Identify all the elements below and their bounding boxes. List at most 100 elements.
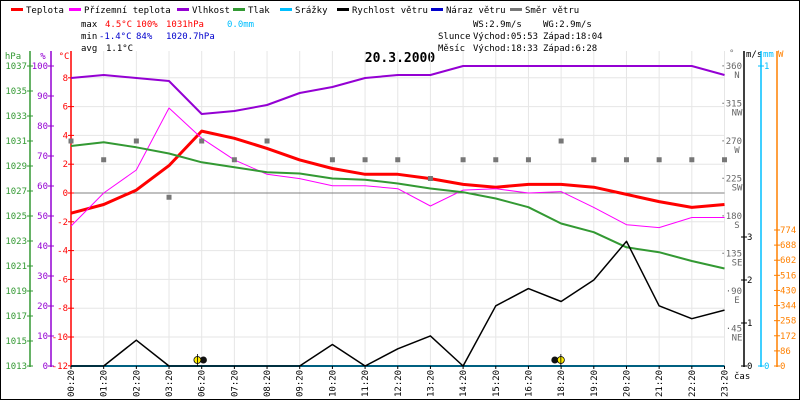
dir-compass-label: S — [734, 221, 739, 231]
x-tick-label: 06:20 — [198, 370, 208, 397]
stats-avg-label: avg — [81, 44, 97, 54]
stats-avg-temp: 1.1°C — [106, 44, 133, 54]
wind-direction-point — [689, 157, 694, 162]
x-tick-label: 03:20 — [165, 370, 175, 397]
stats-max-temp: 4.5°C — [105, 20, 132, 30]
hpa-tick-label: 1015 — [5, 337, 27, 347]
temp-axis-unit: °C — [59, 52, 70, 62]
temp-tick-label: 8 — [63, 74, 68, 84]
legend-swatch — [69, 8, 81, 11]
dir-compass-label: NW — [732, 109, 743, 119]
stats-max-rain: 0.0mm — [227, 20, 254, 30]
hpa-tick-label: 1037 — [5, 62, 27, 72]
dir-compass-label: E — [734, 296, 739, 306]
x-tick-label: 22:20 — [688, 370, 698, 397]
stats-max-pressure: 1031hPa — [166, 20, 204, 30]
wind-gust-max: WG:2.9m/s — [543, 20, 592, 30]
mm-tick-label: 0 — [764, 362, 769, 372]
pct-tick-label: 10 — [37, 332, 48, 342]
x-tick-label: 13:20 — [426, 370, 436, 397]
x-tick-label: 10:20 — [328, 370, 338, 397]
pct-tick-label: 100 — [32, 62, 48, 72]
axes: hPa1037103510331031102910271025102310211… — [5, 49, 796, 372]
dir-compass-label: SW — [732, 184, 743, 194]
legend-item-label: Směr větru — [525, 6, 579, 16]
legend-item-label: Náraz větru — [446, 6, 506, 16]
temp-tick-label: -8 — [57, 304, 68, 314]
stats-max-label: max — [81, 20, 98, 30]
w-tick-label: 86 — [780, 347, 791, 357]
w-tick-label: 0 — [780, 362, 785, 372]
w-tick-label: 602 — [780, 256, 796, 266]
grid — [71, 51, 725, 366]
x-tick-label: 01:20 — [100, 370, 110, 397]
temp-tick-label: -10 — [52, 333, 68, 343]
legend-item-label: Přízemní teplota — [84, 6, 171, 16]
w-tick-label: 774 — [780, 226, 796, 236]
sun-rise: Východ:05:53 — [473, 32, 538, 42]
legend-swatch — [431, 8, 443, 11]
wind-direction-point — [559, 139, 564, 144]
ms-tick-label: 3 — [747, 233, 752, 243]
temp-tick-label: 6 — [63, 103, 68, 113]
w-tick-label: 344 — [780, 302, 796, 312]
x-tick-label: 16:20 — [524, 370, 534, 397]
hpa-tick-label: 1033 — [5, 112, 27, 122]
wind-speed-max: WS:2.9m/s — [473, 20, 522, 30]
legend-swatch — [11, 8, 23, 11]
stats-min-humidity: 84% — [136, 32, 153, 42]
legend-swatch — [510, 8, 522, 11]
dir-axis-unit: ° — [729, 49, 734, 59]
x-tick-label: 18:20 — [557, 370, 567, 397]
w-tick-label: 688 — [780, 241, 796, 251]
hpa-tick-label: 1017 — [5, 312, 27, 322]
legend-item-label: Rychlost větru — [352, 6, 428, 16]
hpa-axis-unit: hPa — [5, 52, 21, 62]
x-tick-label: 23:20 — [721, 370, 731, 397]
wind-direction-point — [461, 157, 466, 162]
sun-set: Západ:18:04 — [543, 32, 603, 42]
temp-tick-label: -12 — [52, 362, 68, 372]
moon-set: Západ:6:28 — [543, 44, 597, 54]
legend-swatch — [177, 8, 189, 11]
ms-tick-label: 0 — [747, 362, 752, 372]
wind-direction-point — [330, 157, 335, 162]
w-tick-label: 430 — [780, 286, 796, 296]
legend-swatch — [337, 8, 349, 11]
chart-title: 20.3.2000 — [365, 51, 436, 66]
wind-direction-point — [167, 195, 172, 200]
astro-block: WS:2.9m/s WG:2.9m/s Slunce Východ:05:53 … — [438, 20, 603, 54]
hpa-tick-label: 1035 — [5, 87, 27, 97]
moon-label: Měsíc — [438, 44, 465, 54]
pct-tick-label: 50 — [37, 212, 48, 222]
mm-axis-unit: mm — [763, 50, 774, 60]
x-tick-label: 14:20 — [459, 370, 469, 397]
temp-tick-label: 0 — [63, 189, 68, 199]
ms-tick-label: 1 — [747, 319, 752, 329]
wind-direction-point — [199, 139, 204, 144]
stats-min-label: min — [81, 32, 97, 42]
sun-label: Slunce — [438, 32, 471, 42]
x-tick-label: 19:20 — [590, 370, 600, 397]
legend-swatch — [233, 8, 245, 11]
x-tick-label: 20:20 — [622, 370, 632, 397]
temp-tick-label: -6 — [57, 275, 68, 285]
wind-direction-point — [591, 157, 596, 162]
stats-max-humidity: 100% — [136, 20, 158, 30]
hpa-tick-label: 1023 — [5, 237, 27, 247]
dir-compass-label: NE — [732, 334, 743, 344]
wind-direction-point — [624, 157, 629, 162]
dir-compass-label: N — [734, 71, 739, 81]
temp-tick-label: -2 — [57, 218, 68, 228]
pct-tick-label: 60 — [37, 182, 48, 192]
w-tick-label: 172 — [780, 332, 796, 342]
x-tick-label: 12:20 — [394, 370, 404, 397]
ms-axis-unit: m/s — [746, 50, 762, 60]
pct-tick-label: 70 — [37, 152, 48, 162]
temp-tick-label: 2 — [63, 160, 68, 170]
wind-direction-point — [363, 157, 368, 162]
